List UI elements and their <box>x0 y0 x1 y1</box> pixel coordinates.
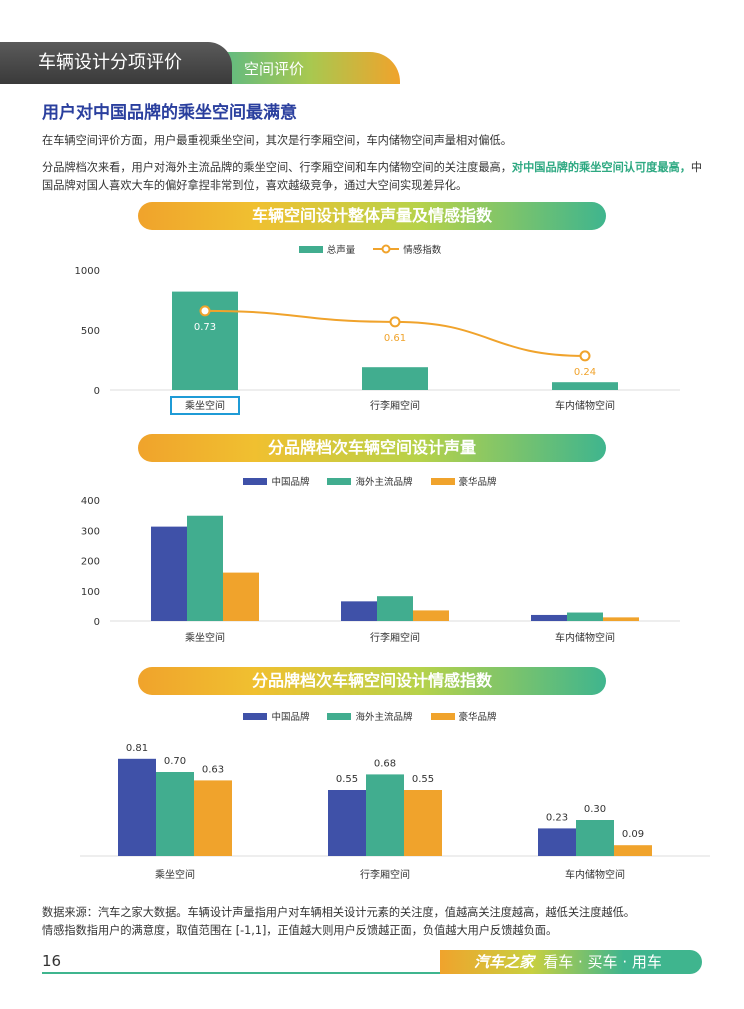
bar-total-volume <box>362 367 428 390</box>
bar-overseas-brand <box>567 612 603 621</box>
analysis-paragraph: 分品牌档次来看，用户对海外主流品牌的乘坐空间、行李厢空间和车内储物空间的关注度最… <box>42 159 707 195</box>
x-tick-label: 行李厢空间 <box>370 631 420 644</box>
data-label: 0.63 <box>202 764 224 775</box>
data-label: 0.68 <box>374 758 396 769</box>
y-tick-label: 0 <box>94 386 100 397</box>
analysis-text-1: 分品牌档次来看，用户对海外主流品牌的乘坐空间、行李厢空间和车内储物空间的关注度最… <box>42 161 512 174</box>
bar-luxury-brand <box>603 617 639 621</box>
y-tick-label: 300 <box>81 526 100 537</box>
legend-swatch-china <box>243 477 268 485</box>
bar-overseas-brand <box>377 596 413 621</box>
highlight-box <box>170 396 240 415</box>
bar-china-brand <box>328 790 366 856</box>
legend-label: 豪华品牌 <box>458 477 497 488</box>
source-note-2: 情感指数指用户的满意度，取值范围在 [-1,1]，正值越大则用户反馈越正面，负值… <box>42 924 558 937</box>
chart1-legend: 总声量 情感指数 <box>200 242 540 256</box>
chart2-title: 分品牌档次车辆空间设计声量 <box>138 434 606 462</box>
page-heading: 用户对中国品牌的乘坐空间最满意 <box>42 103 297 123</box>
bar-china-brand <box>118 758 156 856</box>
footer-brand-bar: 汽车之家 看车 · 买车 · 用车 <box>440 950 702 974</box>
brand-name: 汽车之家 <box>474 953 535 971</box>
bar-total-volume <box>552 382 618 390</box>
bar-overseas-brand <box>187 515 223 621</box>
legend-label: 情感指数 <box>403 245 442 256</box>
data-label: 0.23 <box>546 812 568 823</box>
x-tick-label: 乘坐空间 <box>185 631 225 644</box>
x-tick-label: 车内储物空间 <box>555 631 615 644</box>
analysis-text-2: 中国品牌对国人喜欢大车的偏好拿捏非常到位，喜欢越级竞争，通过大空间实现差异化。 <box>42 161 703 192</box>
legend-label: 豪华品牌 <box>458 712 497 723</box>
data-label: 0.55 <box>336 774 358 785</box>
x-tick-label: 乘坐空间 <box>185 399 225 412</box>
bar-china-brand <box>341 601 377 621</box>
data-label: 0.09 <box>622 829 644 840</box>
chart1-title: 车辆空间设计整体声量及情感指数 <box>138 202 606 230</box>
y-tick-label: 0 <box>94 617 100 628</box>
y-tick-label: 1000 <box>75 266 100 277</box>
section-title: 车辆设计分项评价 <box>0 42 232 84</box>
bar-overseas-brand <box>366 774 404 856</box>
sentiment-label: 0.24 <box>574 367 596 378</box>
x-tick-label: 行李厢空间 <box>360 868 410 881</box>
y-tick-label: 200 <box>81 557 100 568</box>
x-tick-label: 车内储物空间 <box>565 868 625 881</box>
bar-luxury-brand <box>223 572 259 621</box>
sentiment-point <box>389 316 401 328</box>
analysis-highlight: 对中国品牌的乘坐空间认可度最高， <box>511 161 691 174</box>
subsection-tab: 空间评价 <box>200 52 400 84</box>
intro-paragraph: 在车辆空间评价方面，用户最重视乘坐空间，其次是行李厢空间，车内储物空间声量相对偏… <box>42 134 512 147</box>
sentiment-label: 0.73 <box>194 322 216 333</box>
bar-luxury-brand <box>404 790 442 856</box>
data-label: 0.81 <box>126 743 148 754</box>
x-tick-label: 车内储物空间 <box>555 399 615 412</box>
bar-china-brand <box>538 828 576 856</box>
legend-swatch-china <box>243 712 268 720</box>
bar-overseas-brand <box>576 820 614 856</box>
sentiment-point <box>199 305 211 317</box>
bar-overseas-brand <box>156 772 194 856</box>
source-note-1: 数据来源：汽车之家大数据。车辆设计声量指用户对车辆相关设计元素的关注度，值越高关… <box>42 906 635 919</box>
legend-label: 中国品牌 <box>271 477 310 488</box>
bar-luxury-brand <box>413 610 449 621</box>
chart2-plot: 400 300 200 100 0 乘坐空间 行李厢空间 车内储物空间 <box>81 496 680 644</box>
chart2-legend: 中国品牌 海外主流品牌 豪华品牌 <box>180 474 560 488</box>
sentiment-label: 0.61 <box>384 333 406 344</box>
bar-luxury-brand <box>614 845 652 856</box>
x-tick-label: 乘坐空间 <box>155 868 195 881</box>
x-tick-label: 行李厢空间 <box>370 399 420 412</box>
bar-luxury-brand <box>194 780 232 856</box>
legend-label: 中国品牌 <box>271 712 310 723</box>
page-number: 16 <box>42 952 62 970</box>
data-label: 0.70 <box>164 756 186 767</box>
legend-swatch-overseas <box>327 712 352 720</box>
chart1-plot: 1000 500 0 乘坐空间 行李厢空间 车内储物空间 0.73 0.61 0.24 <box>75 266 680 415</box>
legend-swatch-overseas <box>327 477 352 485</box>
data-label: 0.55 <box>412 774 434 785</box>
footer-divider <box>42 972 462 974</box>
chart3-title: 分品牌档次车辆空间设计情感指数 <box>138 667 606 695</box>
data-label: 0.30 <box>584 804 606 815</box>
legend-label: 海外主流品牌 <box>355 712 413 723</box>
legend-label: 总声量 <box>326 245 356 256</box>
legend-label: 海外主流品牌 <box>355 477 413 488</box>
brand-slogan: 看车 · 买车 · 用车 <box>543 953 662 971</box>
y-tick-label: 500 <box>81 326 100 337</box>
legend-swatch-volume <box>298 245 323 253</box>
bar-china-brand <box>151 526 187 621</box>
legend-swatch-luxury <box>430 712 455 720</box>
legend-swatch-luxury <box>430 477 455 485</box>
sentiment-point <box>579 350 591 362</box>
y-tick-label: 100 <box>81 587 100 598</box>
chart3-legend: 中国品牌 海外主流品牌 豪华品牌 <box>180 709 560 723</box>
legend-swatch-sentiment <box>373 244 400 254</box>
chart3-plot: 0.81 0.70 0.63 乘坐空间 0.55 0.68 0.55 行李厢空间 0.23 0.3… <box>80 743 710 881</box>
y-tick-label: 400 <box>81 496 100 507</box>
bar-china-brand <box>531 614 567 621</box>
